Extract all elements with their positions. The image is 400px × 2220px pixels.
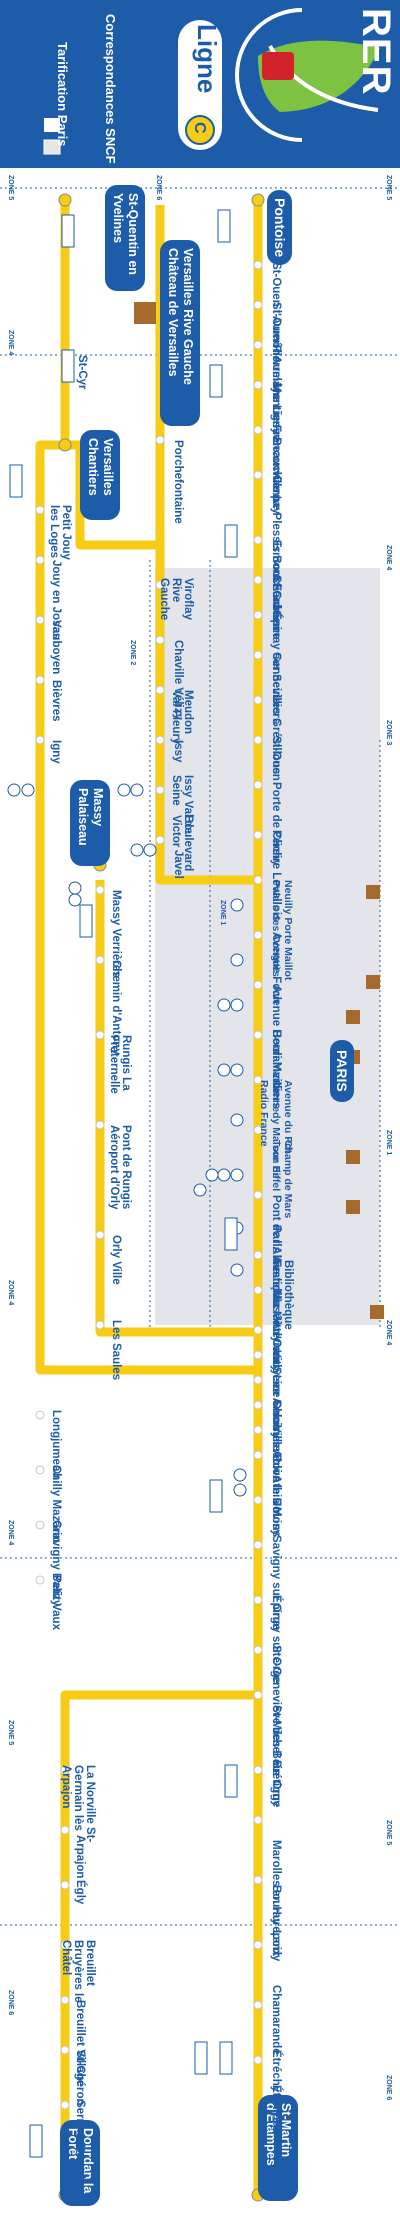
- station-label[interactable]: Les Saules: [110, 1320, 122, 1381]
- station-label[interactable]: Cernay: [270, 475, 282, 514]
- zone-label: ZONE 1: [219, 900, 226, 926]
- monument-icons: [134, 302, 384, 1319]
- zone-label: ZONE 5: [385, 175, 392, 201]
- legend-sncf-icon: [44, 118, 60, 132]
- station-label[interactable]: Javel: [172, 850, 184, 879]
- paris-area: [155, 568, 380, 1325]
- ligne-label: Ligne: [191, 24, 222, 93]
- bus-icons: [9, 209, 238, 2158]
- station-label[interactable]: Étampes: [270, 2085, 282, 2133]
- station-label[interactable]: St-Ouen: [270, 736, 282, 781]
- station-label[interactable]: Arpajon: [74, 1835, 86, 1879]
- paris-badge: PARIS: [330, 1040, 354, 1102]
- station-label[interactable]: Orly Ville: [110, 1235, 122, 1285]
- connection-icons: [7, 783, 247, 1497]
- line-c-bullet-icon: [185, 115, 215, 145]
- station-label[interactable]: Rungis La Fraternelle: [108, 1035, 132, 1094]
- legend-title: Correspondances SNCF: [103, 14, 118, 164]
- station-label[interactable]: Viroflay Rive Gauche: [158, 578, 194, 621]
- zone-label: ZONE 5: [7, 175, 14, 201]
- legend-paris-icon: [43, 139, 61, 155]
- station-label[interactable]: Brétigny: [270, 1760, 282, 1807]
- station-label[interactable]: Porchefontaine: [172, 440, 184, 524]
- station-label[interactable]: Igny: [50, 740, 62, 764]
- zone-label: ZONE 4: [385, 1320, 392, 1346]
- zone-label: ZONE 5: [7, 1720, 14, 1746]
- zone-label: ZONE 5: [385, 1820, 392, 1846]
- rer-badge-icon: [235, 8, 303, 142]
- rer-badge: RER: [354, 8, 398, 96]
- sncf-logo-icon: [262, 52, 294, 80]
- terminal-st-quentin[interactable]: St-Quentin en Yvelines: [105, 185, 145, 291]
- terminal-massy[interactable]: Massy Palaiseau: [70, 780, 110, 866]
- ligne-c-pill: [178, 20, 222, 150]
- zone-label: ZONE 2: [129, 640, 136, 666]
- zone-label: ZONE 4: [385, 545, 392, 571]
- zone-label: ZONE 6: [7, 1990, 14, 2016]
- station-label[interactable]: Sermaise: [74, 2100, 86, 2152]
- station-label[interactable]: Dourdan: [74, 2145, 86, 2193]
- station-label[interactable]: Petit Jouy les Loges: [48, 505, 72, 560]
- station-label[interactable]: St-Cyr: [76, 355, 88, 390]
- station-label[interactable]: Juvisy: [270, 1500, 282, 1536]
- zone-label: ZONE 3: [385, 720, 392, 746]
- station-label[interactable]: Issy: [172, 740, 184, 763]
- station-dots: [35, 260, 263, 2155]
- station-label[interactable]: Vauboyen: [50, 620, 62, 675]
- zone-label: ZONE 4: [7, 330, 14, 356]
- zone-label: ZONE 6: [385, 2075, 392, 2101]
- station-label[interactable]: Bouray: [270, 1885, 282, 1925]
- zone-label: ZONE 4: [7, 1520, 14, 1546]
- zone-label: ZONE 4: [7, 1280, 14, 1306]
- station-label[interactable]: Pont de Rungis Aéroport d'Orly: [108, 1125, 132, 1210]
- station-label[interactable]: Petit Vaux: [50, 1575, 62, 1630]
- legend-tarif: Tarification Paris: [55, 42, 70, 147]
- station-label[interactable]: Égly: [74, 1880, 86, 1905]
- terminal-versailles-chantiers[interactable]: Versailles Chantiers: [80, 430, 120, 520]
- station-label[interactable]: Lardy: [270, 1930, 282, 1962]
- station-label[interactable]: Bièvres: [50, 680, 62, 722]
- station-label[interactable]: Chamarande: [270, 1985, 282, 2055]
- zone-label: ZONE 1: [385, 1130, 392, 1156]
- line-letter: C: [191, 122, 208, 134]
- terminal-pontoise[interactable]: Pontoise: [267, 190, 292, 266]
- terminal-versailles-rg[interactable]: Versailles Rive Gauche Château de Versai…: [160, 240, 200, 426]
- zone-label: ZONE 6: [155, 175, 162, 201]
- station-label[interactable]: St-Chéron: [74, 2050, 86, 2106]
- ligne-word: Ligne: [192, 24, 222, 94]
